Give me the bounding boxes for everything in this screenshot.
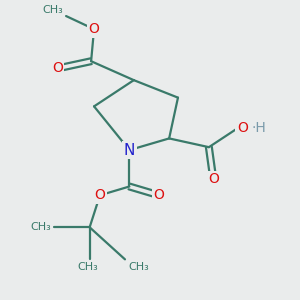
Text: CH₃: CH₃ xyxy=(78,262,98,272)
Text: O: O xyxy=(153,188,164,202)
Text: O: O xyxy=(208,172,219,186)
Text: N: N xyxy=(124,142,135,158)
Text: CH₃: CH₃ xyxy=(31,222,51,232)
Text: CH₃: CH₃ xyxy=(128,262,149,272)
Text: O: O xyxy=(237,121,248,135)
Text: O: O xyxy=(52,61,63,76)
Text: ·H: ·H xyxy=(252,121,266,135)
Text: CH₃: CH₃ xyxy=(42,4,63,15)
Text: O: O xyxy=(88,22,100,36)
Text: O: O xyxy=(94,188,105,202)
